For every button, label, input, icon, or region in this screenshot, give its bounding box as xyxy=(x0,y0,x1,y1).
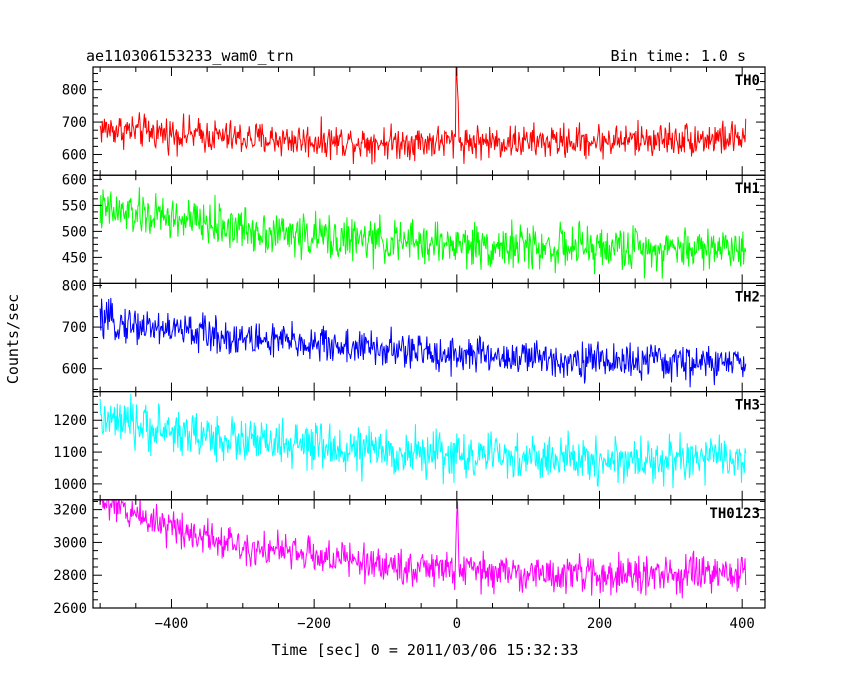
y-tick-label: 1200 xyxy=(53,413,87,429)
series-line-th0 xyxy=(99,67,747,165)
y-tick-label: 700 xyxy=(62,115,87,131)
series-line-th2 xyxy=(99,297,747,388)
series-line-th1 xyxy=(99,187,747,279)
panel-frame-th0 xyxy=(92,66,766,176)
y-tick-label: 700 xyxy=(62,320,87,336)
y-tick-label: 600 xyxy=(62,147,87,163)
y-tick-label: 500 xyxy=(62,224,87,240)
y-tick-label: 2600 xyxy=(53,601,87,617)
chart-title: ae110306153233_wam0_trn xyxy=(86,47,294,65)
series-line-th3 xyxy=(99,393,747,489)
panel-label-th0: TH0 xyxy=(735,73,760,89)
y-tick-label: 800 xyxy=(62,83,87,99)
x-tick-label: 200 xyxy=(587,616,612,632)
y-tick-label: 3200 xyxy=(53,503,87,519)
series-line-th0123 xyxy=(99,499,747,599)
x-axis-label: Time [sec] 0 = 2011/03/06 15:32:33 xyxy=(271,641,578,659)
y-tick-label: 2800 xyxy=(53,568,87,584)
y-tick-label: 1100 xyxy=(53,445,87,461)
panel-frame-th1 xyxy=(92,174,766,284)
y-axis-label: Counts/sec xyxy=(4,294,22,384)
panel-label-th3: TH3 xyxy=(735,398,760,414)
y-tick-label: 800 xyxy=(62,278,87,294)
panel-label-th2: TH2 xyxy=(735,289,760,305)
panels-group: TH0 600 700 800 TH1 450 500 550 600 TH2 600 700 800 T… xyxy=(53,66,766,632)
x-tick-label: 400 xyxy=(730,616,755,632)
x-tick-label: −200 xyxy=(297,616,331,632)
y-tick-label: 550 xyxy=(62,198,87,214)
x-tick-label: 0 xyxy=(453,616,461,632)
panel-label-th0123: TH0123 xyxy=(709,506,760,522)
panel-label-th1: TH1 xyxy=(735,181,760,197)
bin-time-label: Bin time: 1.0 s xyxy=(611,47,746,65)
x-tick-label: −400 xyxy=(155,616,189,632)
panel-frame-th0123 xyxy=(92,499,766,609)
y-tick-label: 450 xyxy=(62,250,87,266)
y-tick-label: 1000 xyxy=(53,477,87,493)
y-tick-label: 600 xyxy=(62,172,87,188)
y-tick-label: 3000 xyxy=(53,535,87,551)
y-tick-label: 600 xyxy=(62,362,87,378)
